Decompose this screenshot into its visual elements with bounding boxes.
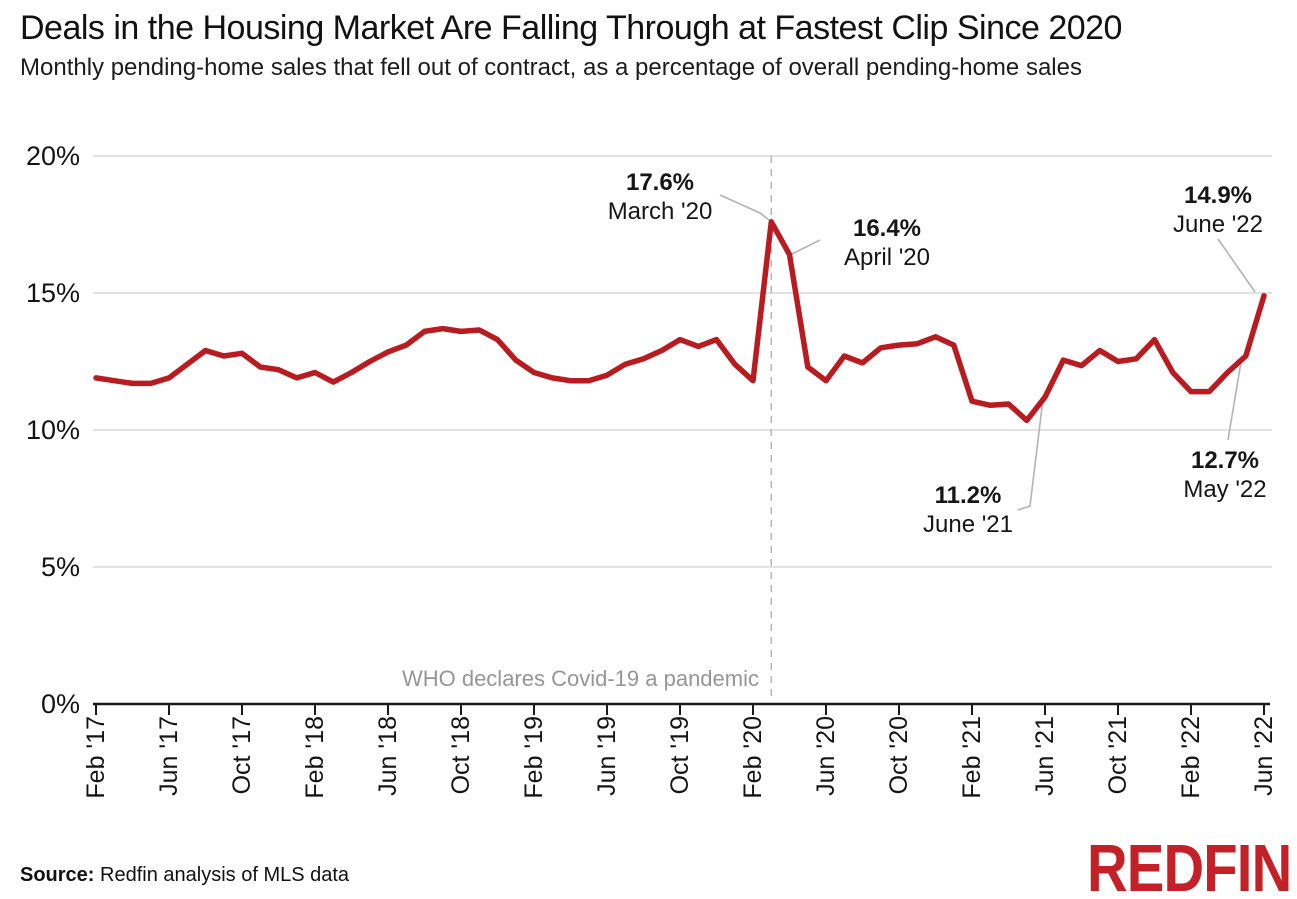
x-tick-label: Jun '19 <box>593 716 621 796</box>
event-annotation-label: WHO declares Covid-19 a pandemic <box>401 666 759 691</box>
source-prefix: Source: <box>20 864 95 886</box>
annotation-value: 14.9% <box>1183 182 1253 209</box>
annotation-date: June '22 <box>1173 211 1263 238</box>
x-tick-label: Oct '18 <box>447 716 475 794</box>
annotation-connector <box>719 194 770 221</box>
annotation-date: June '21 <box>923 511 1013 538</box>
x-tick-label: Oct '20 <box>885 716 913 794</box>
annotation-value: 12.7% <box>1190 447 1260 474</box>
x-tick-label: Feb '22 <box>1177 716 1205 799</box>
page-subtitle: Monthly pending-home sales that fell out… <box>20 54 1082 81</box>
x-tick-label: Feb '21 <box>958 716 986 799</box>
y-tick-label: 0% <box>41 689 80 719</box>
x-tick-label: Jun '18 <box>374 716 402 796</box>
annotation-connector <box>1017 398 1044 511</box>
x-tick-label: Oct '19 <box>666 716 694 794</box>
annotation-june-22: 14.9% June '22 <box>1153 181 1283 239</box>
data-line <box>93 219 1267 424</box>
x-tick-label: Jun '20 <box>812 716 840 796</box>
redfin-logo: REDFIN <box>1086 831 1292 899</box>
y-tick-label: 5% <box>41 552 80 582</box>
annotation-may-22: 12.7% May '22 <box>1160 446 1290 504</box>
annotation-date: March '20 <box>607 198 713 225</box>
annotation-connector <box>1227 355 1243 441</box>
x-tick-label: Oct '17 <box>228 716 256 794</box>
x-tick-label: Jun '17 <box>155 716 183 796</box>
annotation-connector <box>791 239 821 255</box>
x-tick-label: Jun '21 <box>1031 716 1059 796</box>
y-tick-label: 20% <box>26 141 80 171</box>
annotation-connector <box>1217 238 1256 293</box>
source-note: Source: Redfin analysis of MLS data <box>20 864 349 887</box>
annotation-march-20: 17.6% March '20 <box>595 168 725 226</box>
x-tick-label: Feb '19 <box>520 716 548 799</box>
annotation-june-21: 11.2% June '21 <box>903 481 1033 539</box>
annotation-date: April '20 <box>844 244 930 271</box>
annotation-date: May '22 <box>1183 476 1267 503</box>
annotation-value: 17.6% <box>625 169 695 196</box>
annotation-april-20: 16.4% April '20 <box>822 214 952 272</box>
x-tick-label: Feb '17 <box>82 716 110 799</box>
source-text: Redfin analysis of MLS data <box>94 864 350 886</box>
annotation-value: 16.4% <box>852 215 922 242</box>
y-tick-label: 10% <box>26 415 80 445</box>
x-tick-label: Feb '20 <box>739 716 767 799</box>
page-title: Deals in the Housing Market Are Falling … <box>20 9 1122 47</box>
x-tick-label: Feb '18 <box>301 716 329 799</box>
x-tick-label: Jun '22 <box>1250 716 1278 796</box>
annotation-value: 11.2% <box>934 482 1002 509</box>
x-tick-label: Oct '21 <box>1104 716 1132 794</box>
y-tick-label: 15% <box>26 278 80 308</box>
